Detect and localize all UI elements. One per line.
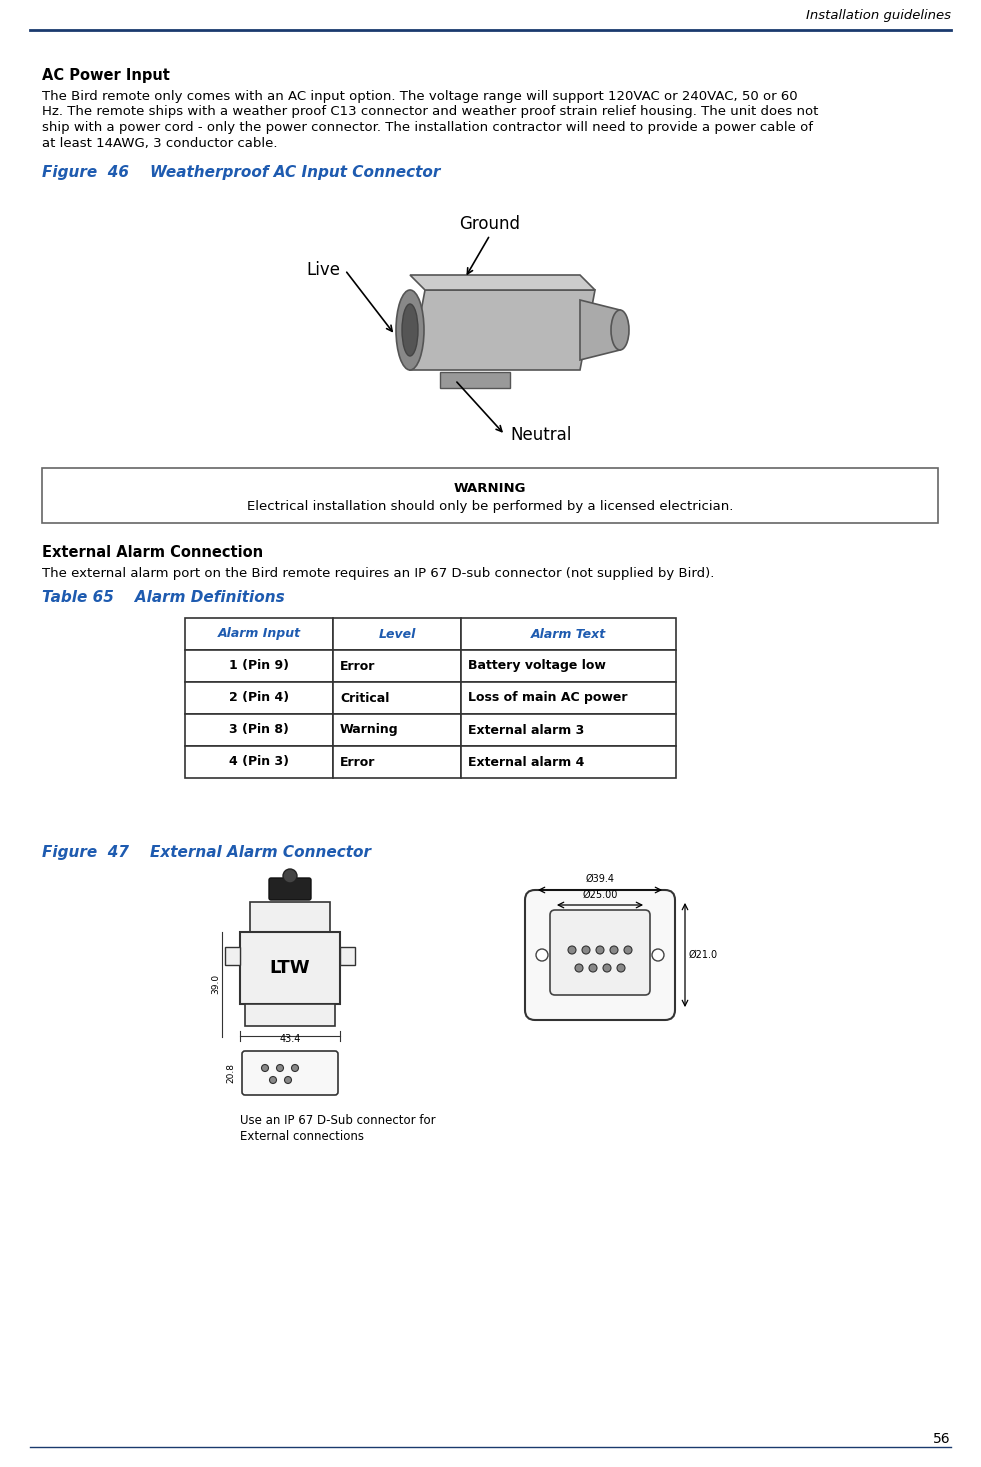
Text: Alarm Text: Alarm Text: [531, 628, 606, 641]
Text: Use an IP 67 D-Sub connector for: Use an IP 67 D-Sub connector for: [240, 1113, 436, 1127]
Bar: [240, 932, 340, 1003]
Text: Level: Level: [379, 628, 416, 641]
Text: 2 (Pin 4): 2 (Pin 4): [229, 691, 289, 704]
Circle shape: [624, 946, 632, 954]
Ellipse shape: [611, 310, 629, 351]
Text: The external alarm port on the Bird remote requires an IP 67 D-sub connector (no: The external alarm port on the Bird remo…: [42, 568, 714, 579]
Text: Figure  46    Weatherproof AC Input Connector: Figure 46 Weatherproof AC Input Connecto…: [42, 164, 440, 180]
Text: LTW: LTW: [270, 959, 310, 977]
Circle shape: [536, 949, 548, 961]
Text: Critical: Critical: [340, 691, 389, 704]
Text: Live: Live: [306, 261, 340, 279]
Polygon shape: [440, 373, 510, 387]
Text: Ø25.00: Ø25.00: [583, 890, 618, 899]
Text: 39.0: 39.0: [211, 974, 220, 995]
Bar: [461, 650, 676, 682]
Polygon shape: [410, 290, 595, 370]
Text: Loss of main AC power: Loss of main AC power: [468, 691, 628, 704]
Bar: [333, 650, 461, 682]
FancyBboxPatch shape: [550, 910, 650, 995]
Text: Neutral: Neutral: [510, 425, 571, 445]
Circle shape: [284, 1077, 291, 1084]
Bar: [185, 714, 333, 747]
Polygon shape: [410, 274, 595, 290]
Text: ship with a power cord - only the power connector. The installation contractor w: ship with a power cord - only the power …: [42, 120, 813, 133]
Text: Figure  47    External Alarm Connector: Figure 47 External Alarm Connector: [42, 845, 371, 860]
FancyBboxPatch shape: [525, 890, 675, 1020]
Circle shape: [652, 949, 664, 961]
Bar: [333, 714, 461, 747]
Text: Table 65    Alarm Definitions: Table 65 Alarm Definitions: [42, 590, 284, 604]
Bar: [185, 682, 333, 714]
Bar: [225, 948, 240, 965]
Text: Ground: Ground: [459, 216, 521, 233]
Text: 3 (Pin 8): 3 (Pin 8): [229, 723, 289, 736]
Circle shape: [575, 964, 583, 973]
Bar: [461, 747, 676, 778]
Text: at least 14AWG, 3 conductor cable.: at least 14AWG, 3 conductor cable.: [42, 136, 278, 150]
Text: External connections: External connections: [240, 1130, 364, 1143]
Text: Electrical installation should only be performed by a licensed electrician.: Electrical installation should only be p…: [247, 500, 733, 513]
Circle shape: [277, 1065, 284, 1071]
Ellipse shape: [283, 868, 297, 883]
FancyBboxPatch shape: [242, 1050, 338, 1094]
Text: Ø39.4: Ø39.4: [586, 874, 614, 885]
Text: 56: 56: [933, 1432, 951, 1446]
Circle shape: [270, 1077, 277, 1084]
Bar: [333, 747, 461, 778]
Text: External Alarm Connection: External Alarm Connection: [42, 546, 263, 560]
Text: 20.8: 20.8: [226, 1064, 235, 1083]
Text: Error: Error: [340, 756, 376, 769]
Circle shape: [589, 964, 597, 973]
Text: External alarm 4: External alarm 4: [468, 756, 585, 769]
Text: 1 (Pin 9): 1 (Pin 9): [229, 660, 289, 672]
Bar: [461, 714, 676, 747]
Bar: [185, 618, 333, 650]
Text: Installation guidelines: Installation guidelines: [806, 9, 951, 22]
Circle shape: [582, 946, 590, 954]
Text: Alarm Input: Alarm Input: [218, 628, 300, 641]
Bar: [185, 650, 333, 682]
Text: 4 (Pin 3): 4 (Pin 3): [229, 756, 289, 769]
Circle shape: [603, 964, 611, 973]
Text: AC Power Input: AC Power Input: [42, 67, 170, 84]
Bar: [250, 902, 330, 932]
Bar: [461, 618, 676, 650]
Text: WARNING: WARNING: [454, 483, 526, 494]
Circle shape: [596, 946, 604, 954]
Bar: [333, 682, 461, 714]
Circle shape: [262, 1065, 269, 1071]
Circle shape: [610, 946, 618, 954]
FancyBboxPatch shape: [269, 879, 311, 899]
Text: The Bird remote only comes with an AC input option. The voltage range will suppo: The Bird remote only comes with an AC in…: [42, 89, 798, 103]
Text: Warning: Warning: [340, 723, 398, 736]
Text: Ø21.0: Ø21.0: [689, 951, 718, 959]
Text: External alarm 3: External alarm 3: [468, 723, 585, 736]
Polygon shape: [580, 299, 620, 359]
Circle shape: [291, 1065, 298, 1071]
Text: 43.4: 43.4: [280, 1034, 301, 1045]
Text: Error: Error: [340, 660, 376, 672]
Ellipse shape: [402, 304, 418, 356]
Bar: [185, 747, 333, 778]
Bar: [461, 682, 676, 714]
Bar: [42, 468, 938, 524]
Bar: [340, 948, 355, 965]
Text: Hz. The remote ships with a weather proof C13 connector and weather proof strain: Hz. The remote ships with a weather proo…: [42, 106, 818, 119]
Text: Battery voltage low: Battery voltage low: [468, 660, 606, 672]
Bar: [333, 618, 461, 650]
Ellipse shape: [396, 290, 424, 370]
Circle shape: [617, 964, 625, 973]
Bar: [245, 1003, 335, 1025]
Circle shape: [568, 946, 576, 954]
